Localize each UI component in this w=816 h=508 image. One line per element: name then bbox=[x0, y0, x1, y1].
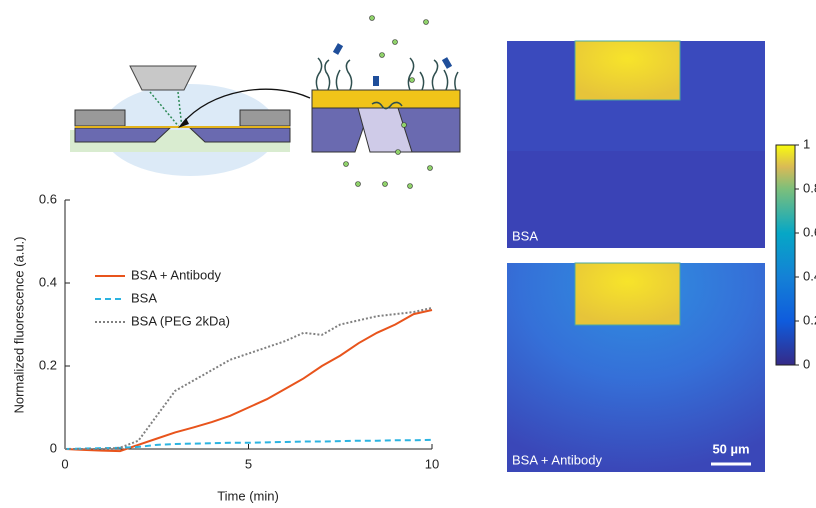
x-tick-label: 5 bbox=[245, 456, 252, 471]
series-line bbox=[65, 308, 432, 449]
colorbar-fill bbox=[776, 145, 795, 365]
pore-schematic bbox=[312, 16, 460, 189]
y-tick-label: 0.2 bbox=[39, 357, 57, 372]
image-label: BSA + Antibody bbox=[512, 452, 602, 467]
y-axis-label: Normalized fluorescence (a.u.) bbox=[11, 236, 26, 413]
colorbar-tick-label: 0.6 bbox=[803, 224, 816, 239]
figure: Time (min) Normalized fluorescence (a.u.… bbox=[0, 0, 816, 508]
colorbar-tick-label: 0.2 bbox=[803, 312, 816, 327]
image-label: BSA bbox=[512, 228, 538, 243]
x-axis-label: Time (min) bbox=[217, 488, 279, 503]
scale-bar-label: 50 µm bbox=[712, 441, 749, 456]
line-chart: Time (min) Normalized fluorescence (a.u.… bbox=[11, 191, 439, 503]
x-tick-label: 10 bbox=[425, 456, 439, 471]
y-tick-label: 0 bbox=[50, 440, 57, 455]
page: Time (min) Normalized fluorescence (a.u.… bbox=[0, 0, 816, 508]
micrograph-antibody: BSA + Antibody 50 µm bbox=[507, 263, 765, 472]
y-tick-label: 0.6 bbox=[39, 191, 57, 206]
colorbar-tick-label: 0.8 bbox=[803, 180, 816, 195]
colorbar-tick-label: 0.4 bbox=[803, 268, 816, 283]
legend-label: BSA + Antibody bbox=[131, 267, 221, 282]
legend-label: BSA bbox=[131, 290, 157, 305]
colorbar: 0 0.2 0.4 0.6 0.8 1 bbox=[776, 136, 816, 371]
micrograph-bsa: BSA bbox=[507, 41, 765, 248]
y-tick-label: 0.4 bbox=[39, 274, 57, 289]
colorbar-tick-label: 1 bbox=[803, 136, 810, 151]
series-line bbox=[65, 310, 432, 451]
colorbar-tick-label: 0 bbox=[803, 356, 810, 371]
x-tick-label: 0 bbox=[61, 456, 68, 471]
setup-schematic bbox=[70, 66, 310, 176]
legend-label: BSA (PEG 2kDa) bbox=[131, 313, 230, 328]
